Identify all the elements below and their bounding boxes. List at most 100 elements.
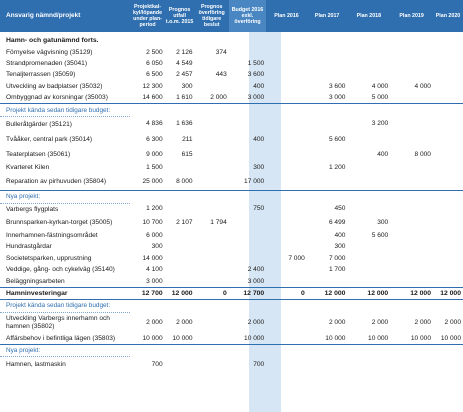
cell-c7: 10 000 (368, 334, 389, 342)
cell-c6: 3 600 (328, 82, 346, 90)
cell-c3 (195, 32, 229, 46)
row-label: Hamnen, lastmaskin (6, 361, 66, 369)
cell-c7: 300 (377, 218, 389, 226)
cell-c9 (433, 241, 463, 252)
table-row: Veddige, gång- och cykelväg (35140) 4 100… (0, 264, 463, 275)
cell-c4 (228, 190, 267, 204)
cell-c2 (164, 103, 195, 117)
cell-c8 (390, 357, 433, 373)
cell-c2 (165, 275, 195, 287)
cell-c4 (229, 241, 266, 252)
header-c8: Plan 2019 (399, 13, 424, 19)
cell-c8 (390, 299, 433, 313)
cell-c6: 1 700 (328, 266, 346, 274)
cell-c6: 3 000 (328, 94, 346, 102)
row-label: Utveckling Varbergs innerhamn och hamnen… (6, 315, 110, 330)
cell-c9 (433, 32, 463, 46)
cell-c9: 12 000 (432, 286, 463, 300)
cell-c3 (195, 203, 229, 215)
cell-c2: 4 549 (176, 59, 193, 67)
cell-c8 (390, 344, 433, 357)
investment-table: Ansvarig nämnd/projekt Projektkal-kyl/lö… (0, 0, 463, 373)
table-row: Reparation av pirhuvuden (35804) 25 000 8 … (0, 173, 463, 191)
cell-c6: 1 200 (328, 163, 346, 171)
cell-c5 (266, 333, 307, 345)
cell-c3 (195, 81, 229, 92)
cell-c4: 3 600 (247, 71, 265, 79)
row-label: Beläggningsarbeten (6, 277, 65, 285)
cell-c9 (433, 215, 463, 230)
cell-c1: 6 500 (146, 71, 163, 79)
cell-c7: 3 200 (371, 120, 389, 128)
cell-c2 (164, 299, 195, 313)
cell-c4: 3 000 (247, 277, 265, 285)
header-c9: Plan 2020 (435, 13, 461, 19)
cell-c3 (195, 333, 229, 345)
cell-c9 (433, 162, 463, 173)
row-label: Hamninvesteringar (0, 286, 131, 300)
row-label: Projekt kända sedan tidigare budget: (0, 299, 131, 313)
row-label: Projekt kända sedan tidigare budget: (0, 103, 131, 117)
table-row: Kvarteret Kilen 1 500 300 1 200 (0, 162, 463, 173)
row-label: Kvarteret Kilen (6, 163, 50, 171)
cell-c7: 400 (377, 150, 389, 158)
cell-c3: 0 (194, 286, 229, 300)
cell-c5 (266, 116, 307, 132)
cell-c3 (195, 162, 229, 173)
row-label: Societetsparken, upprustning (6, 254, 92, 262)
cell-c2: 12 000 (164, 286, 195, 300)
cell-c8 (390, 230, 433, 241)
cell-c4: 1 500 (247, 59, 265, 67)
cell-c1: 1 500 (146, 163, 163, 171)
cell-c7: 12 000 (347, 286, 391, 300)
cell-c8 (390, 264, 433, 275)
table-row: Utveckling Varbergs innerhamn och hamnen… (0, 312, 463, 333)
cell-c6: 2 000 (328, 318, 346, 326)
cell-c6 (307, 357, 348, 373)
cell-c3 (194, 299, 229, 313)
cell-c9 (432, 190, 463, 204)
row-label: Varbergs flygplats (6, 205, 59, 213)
cell-c4: 300 (253, 163, 265, 171)
cell-c6 (307, 58, 348, 69)
cell-c7 (347, 275, 390, 287)
cell-c2 (165, 162, 195, 173)
cell-c7: 5 000 (371, 94, 389, 102)
cell-c8: 8 000 (414, 150, 431, 158)
cell-c6 (307, 32, 348, 46)
cell-c8: 10 000 (410, 334, 431, 342)
header-c2: Prognos utfall t.o.m. 2015 (165, 7, 194, 25)
cell-c4: 750 (253, 205, 265, 213)
cell-c3 (195, 173, 229, 191)
cell-c9 (433, 173, 463, 191)
table-row: Bulleråtgärder (35121) 4 836 1 636 3 200 (0, 116, 463, 132)
cell-c3: 443 (215, 71, 227, 79)
cell-c1: 700 (151, 361, 163, 369)
table-header: Ansvarig nämnd/projekt Projektkal-kyl/lö… (0, 0, 463, 32)
cell-c4: 2 400 (247, 266, 265, 274)
cell-c8: 4 000 (414, 82, 431, 90)
cell-c1: 4 100 (146, 266, 163, 274)
cell-c9 (433, 253, 463, 264)
cell-c7 (347, 162, 390, 173)
subheading-row: Nya projekt: (0, 190, 463, 204)
cell-c4 (228, 299, 267, 313)
row-label: Teaterplatsen (35061) (6, 150, 71, 158)
cell-c2 (165, 264, 195, 275)
cell-c5 (266, 147, 307, 162)
cell-c1 (130, 190, 165, 204)
cell-c6 (307, 275, 348, 287)
cell-c5 (266, 190, 307, 204)
cell-c5 (266, 275, 307, 287)
table-row: Beläggningsarbeten 3 000 3 000 (0, 275, 463, 287)
cell-c6 (307, 116, 348, 132)
cell-c1: 3 000 (146, 277, 163, 285)
cell-c2: 1 636 (176, 120, 193, 128)
cell-c8: 2 000 (414, 318, 431, 326)
cell-c2: 2 126 (176, 48, 193, 56)
cell-c7 (347, 32, 390, 46)
row-label: Innerhamnen-fästningsområdet (6, 232, 98, 240)
cell-c1 (130, 103, 165, 117)
cell-c2: 10 000 (172, 334, 193, 342)
table-row: Teaterplatsen (35061) 9 000 615 400 8 000 (0, 147, 463, 162)
